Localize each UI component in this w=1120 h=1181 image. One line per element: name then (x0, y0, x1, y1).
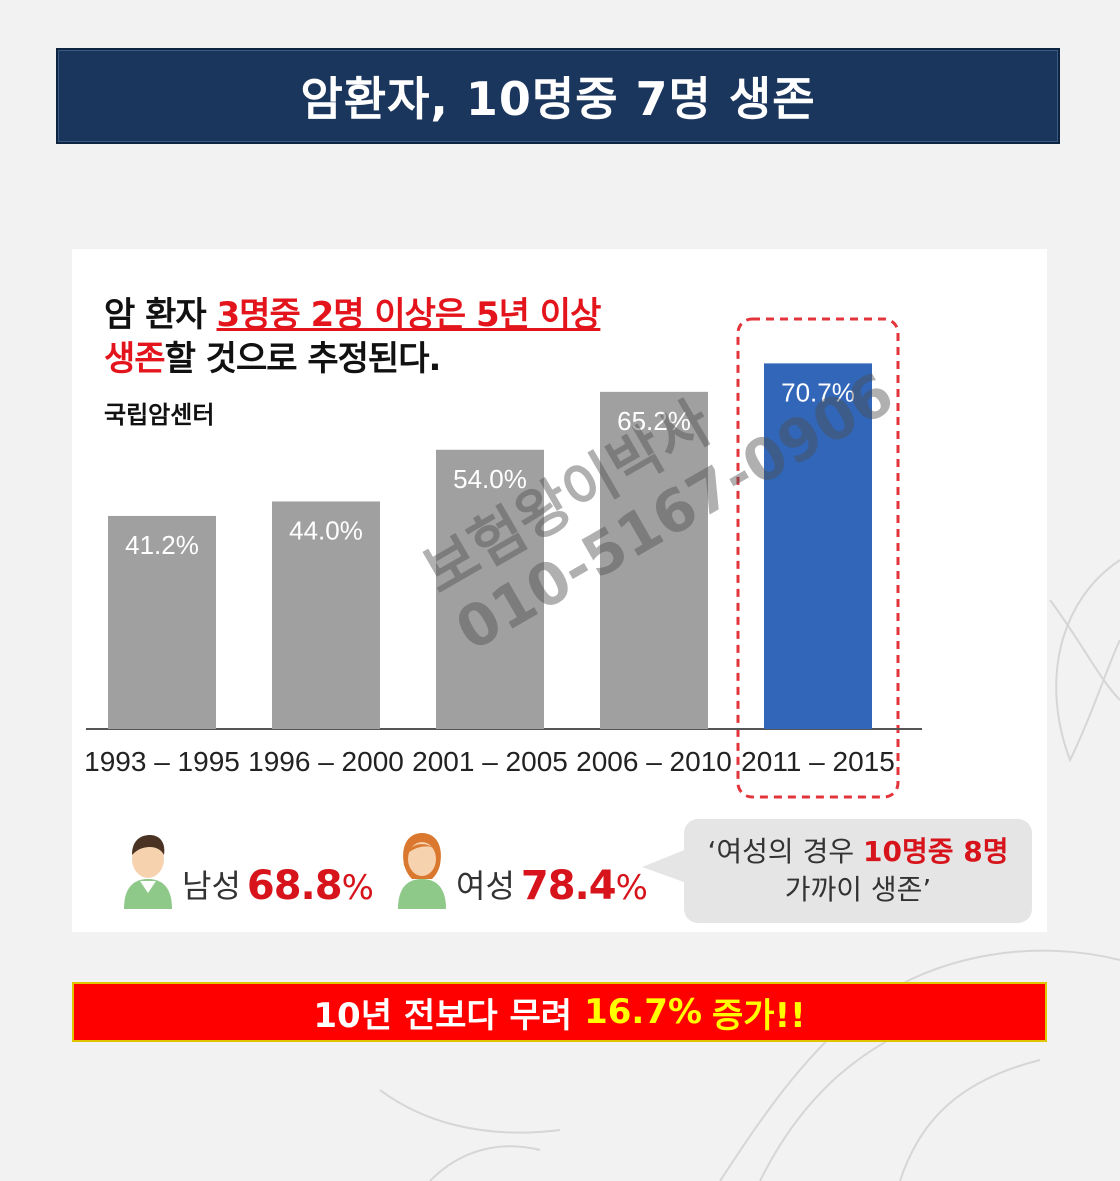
bar (436, 449, 544, 729)
legend-male-label: 남성 (182, 867, 241, 905)
page-title: 암환자, 10명중 7명 생존 (56, 48, 1060, 144)
headline-prefix: 암 환자 (104, 295, 217, 335)
legend-male: 남성 68.8% (120, 829, 374, 909)
legend-female: 여성 78.4% (394, 829, 648, 909)
bubble-tail (642, 847, 692, 885)
bar (764, 363, 872, 729)
bar-value-label: 41.2% (125, 530, 199, 560)
female-rate-unit: % (615, 868, 648, 908)
bar-value-label: 65.2% (617, 406, 691, 436)
headline-suffix: 할 것으로 추정된다. (164, 339, 442, 379)
male-rate-unit: % (341, 868, 374, 908)
male-person-icon (124, 835, 172, 909)
male-rate: 68.8 (246, 863, 343, 909)
speech-bubble: ‘여성의 경우 10명중 8명 가까이 생존’ (684, 819, 1032, 923)
legend-female-value: 78.4% (520, 863, 648, 909)
x-tick-label: 1996 – 2000 (248, 746, 404, 777)
bar (600, 391, 708, 729)
bubble-prefix: ‘여성의 경우 (707, 835, 864, 868)
bubble-line2: 가까이 생존’ (784, 873, 932, 906)
bottom-banner: 10년 전보다 무려 16.7% 증가!! (72, 982, 1047, 1042)
x-tick-label: 1993 – 1995 (84, 746, 240, 777)
legend-female-label: 여성 (456, 867, 515, 905)
headline-highlight-survival: 생존 (104, 339, 166, 379)
legend-male-value: 68.8% (246, 863, 374, 909)
highlight-frame (736, 317, 900, 799)
bar (108, 515, 216, 729)
bar (272, 501, 380, 729)
survival-bar-chart: 41.2% 1993 – 1995 44.0% 1996 – 2000 54.0% 200… (84, 317, 922, 799)
female-rate: 78.4 (520, 863, 617, 909)
bottom-banner-highlight: 16.7% (584, 992, 703, 1032)
x-tick-label: 2001 – 2005 (412, 746, 568, 777)
headline-highlight: 3명중 2명 이상은 5년 이상 (216, 295, 602, 335)
headline: 암 환자 3명중 2명 이상은 5년 이상 생존할 것으로 추정된다. (104, 293, 602, 381)
bottom-banner-text: 10년 전보다 무려 (313, 995, 573, 1036)
chart-panel: 41.2% 1993 – 1995 44.0% 1996 – 2000 54.0% 200… (72, 249, 1047, 932)
bubble-highlight: 10명중 8명 (863, 835, 1009, 868)
female-person-icon (398, 833, 446, 909)
bar-value-label: 54.0% (453, 464, 527, 494)
x-tick-label: 2011 – 2015 (741, 746, 895, 777)
bar-value-label: 44.0% (289, 515, 363, 545)
bar-value-label: 70.7% (781, 377, 855, 407)
bottom-banner-suffix: 증가!! (712, 995, 806, 1036)
x-tick-label: 2006 – 2010 (576, 746, 732, 777)
source-label: 국립암센터 (104, 401, 215, 429)
